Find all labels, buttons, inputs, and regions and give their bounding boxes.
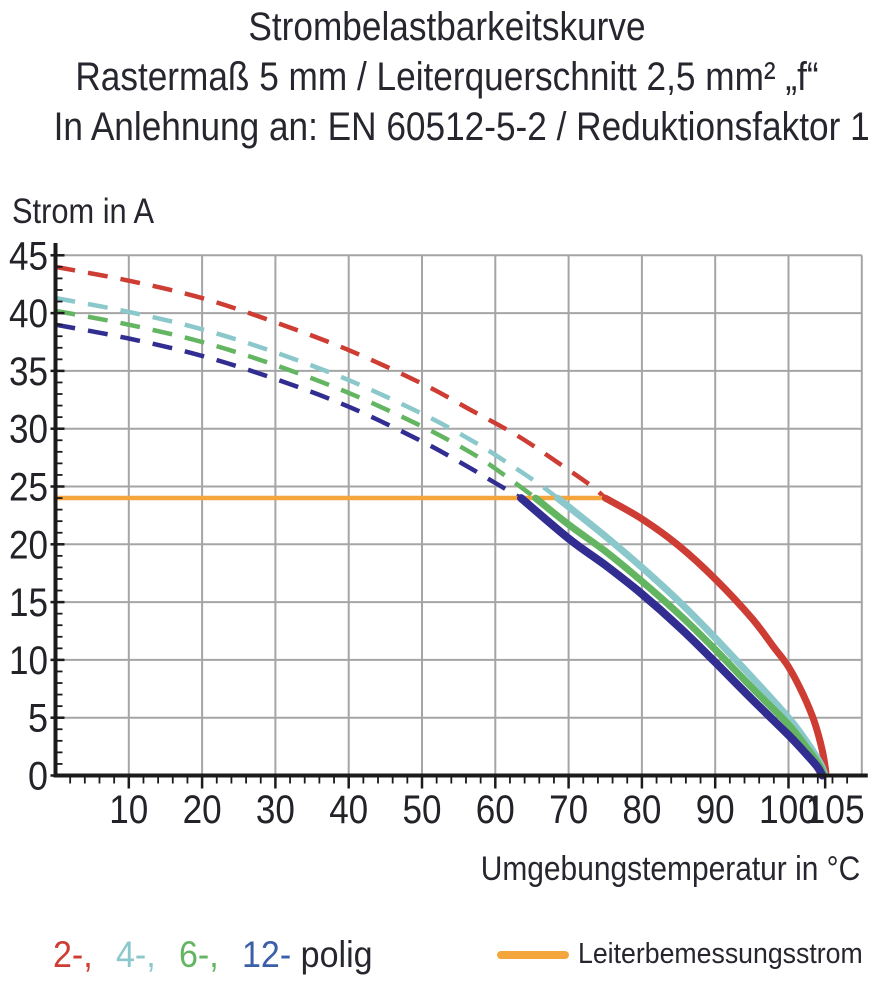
curve-2-polig-dashed — [55, 264, 607, 500]
y-tick-label: 35 — [9, 350, 48, 394]
title-line-2: Rastermaß 5 mm / Leiterquerschnitt 2,5 m… — [75, 55, 819, 99]
y-tick-label: 15 — [9, 581, 48, 625]
x-tick-label: 30 — [256, 788, 295, 832]
curve-2-polig-solid — [601, 494, 830, 776]
y-tick-label: 25 — [9, 466, 48, 510]
legend-item-4-polig: 4-, — [115, 934, 156, 975]
rated-current-label: Leiterbemessungsstrom — [578, 938, 863, 970]
legend-item-polig-suffix: polig — [300, 934, 373, 975]
y-axis-title: Strom in A — [12, 192, 155, 231]
x-tick-label: 70 — [549, 788, 588, 832]
x-tick-label: 60 — [476, 788, 515, 832]
curve-6-polig-dashed — [55, 308, 537, 500]
x-tick-label: 50 — [403, 788, 442, 832]
legend-item-12: 12- — [241, 934, 292, 975]
x-tick-label: 40 — [329, 788, 368, 832]
y-tick-label: 40 — [9, 292, 48, 336]
x-tick-label: 10 — [109, 788, 148, 832]
y-tick-label: 0 — [28, 755, 48, 799]
legend-item-6-polig: 6-, — [178, 934, 219, 975]
x-tick-label: 20 — [183, 788, 222, 832]
y-tick-label: 10 — [9, 639, 48, 683]
title-line-1: Strombelastbarkeitskurve — [248, 5, 646, 49]
y-tick-label: 30 — [9, 408, 48, 452]
y-tick-label: 5 — [28, 697, 48, 741]
x-tick-label: 105 — [806, 788, 865, 832]
legend-item-2-polig: 2-, — [53, 934, 93, 975]
x-axis-title: Umgebungstemperatur in °C — [480, 850, 861, 888]
x-tick-label: 80 — [622, 788, 661, 832]
curve-12-polig-solid — [517, 494, 827, 780]
curve-4-polig-dashed — [55, 295, 560, 500]
y-tick-label: 45 — [9, 234, 48, 278]
rated-current-line-swatch — [497, 950, 569, 959]
chart-header: Strombelastbarkeitskurve Rastermaß 5 mm … — [53, 2, 870, 152]
curve-12-polig-dashed — [55, 322, 523, 501]
y-tick-label: 20 — [9, 523, 48, 567]
x-tick-label: 90 — [696, 788, 735, 832]
curve-6-polig-solid — [532, 494, 828, 778]
legend-pole-counts: 2-, 4-, 6-, 12- polig — [53, 934, 373, 976]
title-line-3: In Anlehnung an: EN 60512-5-2 / Reduktio… — [53, 105, 870, 149]
legend-rated-current: Leiterbemessungsstrom — [497, 938, 887, 971]
x-tick-label: 100 — [759, 788, 818, 832]
